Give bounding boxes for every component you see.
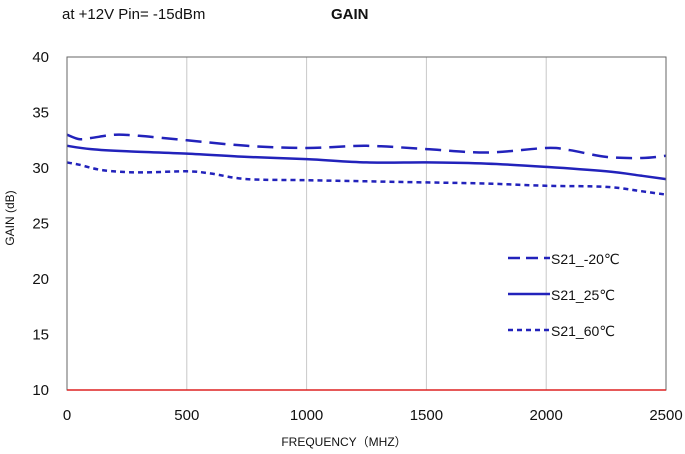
x-tick-label: 0 bbox=[63, 407, 71, 424]
plot-frame bbox=[66, 56, 667, 391]
legend-label-2: S21_25℃ bbox=[551, 287, 615, 303]
y-tick-label: 30 bbox=[32, 160, 49, 177]
x-tick-label: 1000 bbox=[290, 407, 323, 424]
series-line-2 bbox=[66, 144, 667, 181]
legend-label-3: S21_60℃ bbox=[551, 323, 615, 339]
x-tick-label: 2000 bbox=[530, 407, 563, 424]
x-tick-label: 1500 bbox=[410, 407, 443, 424]
y-tick-label: 40 bbox=[32, 49, 49, 66]
legend-label-1: S21_-20℃ bbox=[551, 251, 620, 267]
x-tick-label: 2500 bbox=[649, 407, 682, 424]
y-tick-label: 20 bbox=[32, 271, 49, 288]
series-layer bbox=[66, 133, 667, 196]
y-tick-label: 35 bbox=[32, 105, 49, 122]
y-tick-label: 25 bbox=[32, 216, 49, 233]
y-axis-label: GAIN (dB) bbox=[3, 190, 17, 245]
axes: 0 500 1000 1500 2000 2500 10 15 20 25 30 35 40 bbox=[32, 49, 682, 424]
chart-subtitle: at +12V Pin= -15dBm bbox=[62, 6, 206, 23]
series-line-3 bbox=[66, 161, 667, 196]
legend: S21_-20℃ S21_25℃ S21_60℃ bbox=[508, 251, 620, 339]
chart-title: GAIN bbox=[331, 6, 369, 23]
series-line-1 bbox=[66, 133, 667, 160]
x-tick-label: 500 bbox=[174, 407, 199, 424]
y-tick-label: 10 bbox=[32, 382, 49, 399]
x-axis-label: FREQUENCY（MHZ） bbox=[281, 435, 406, 449]
y-tick-label: 15 bbox=[32, 327, 49, 344]
grid bbox=[186, 57, 547, 390]
